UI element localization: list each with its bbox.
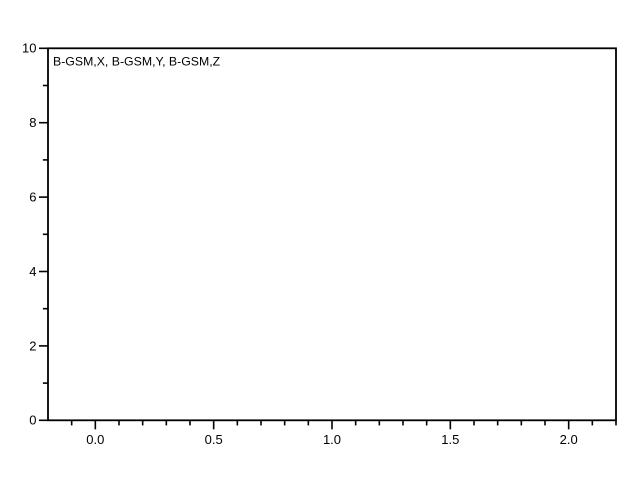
svg-text:0: 0 bbox=[29, 413, 36, 428]
svg-text:1.0: 1.0 bbox=[323, 432, 341, 447]
svg-text:B-GSM,X, B-GSM,Y, B-GSM,Z: B-GSM,X, B-GSM,Y, B-GSM,Z bbox=[53, 54, 221, 68]
svg-text:8: 8 bbox=[29, 115, 36, 130]
svg-text:1.5: 1.5 bbox=[441, 432, 459, 447]
svg-text:6: 6 bbox=[29, 190, 36, 205]
svg-text:10: 10 bbox=[22, 41, 36, 56]
svg-text:2: 2 bbox=[29, 338, 36, 353]
svg-text:2.0: 2.0 bbox=[560, 432, 578, 447]
svg-text:0.5: 0.5 bbox=[205, 432, 223, 447]
svg-text:4: 4 bbox=[29, 264, 36, 279]
svg-text:0.0: 0.0 bbox=[86, 432, 104, 447]
